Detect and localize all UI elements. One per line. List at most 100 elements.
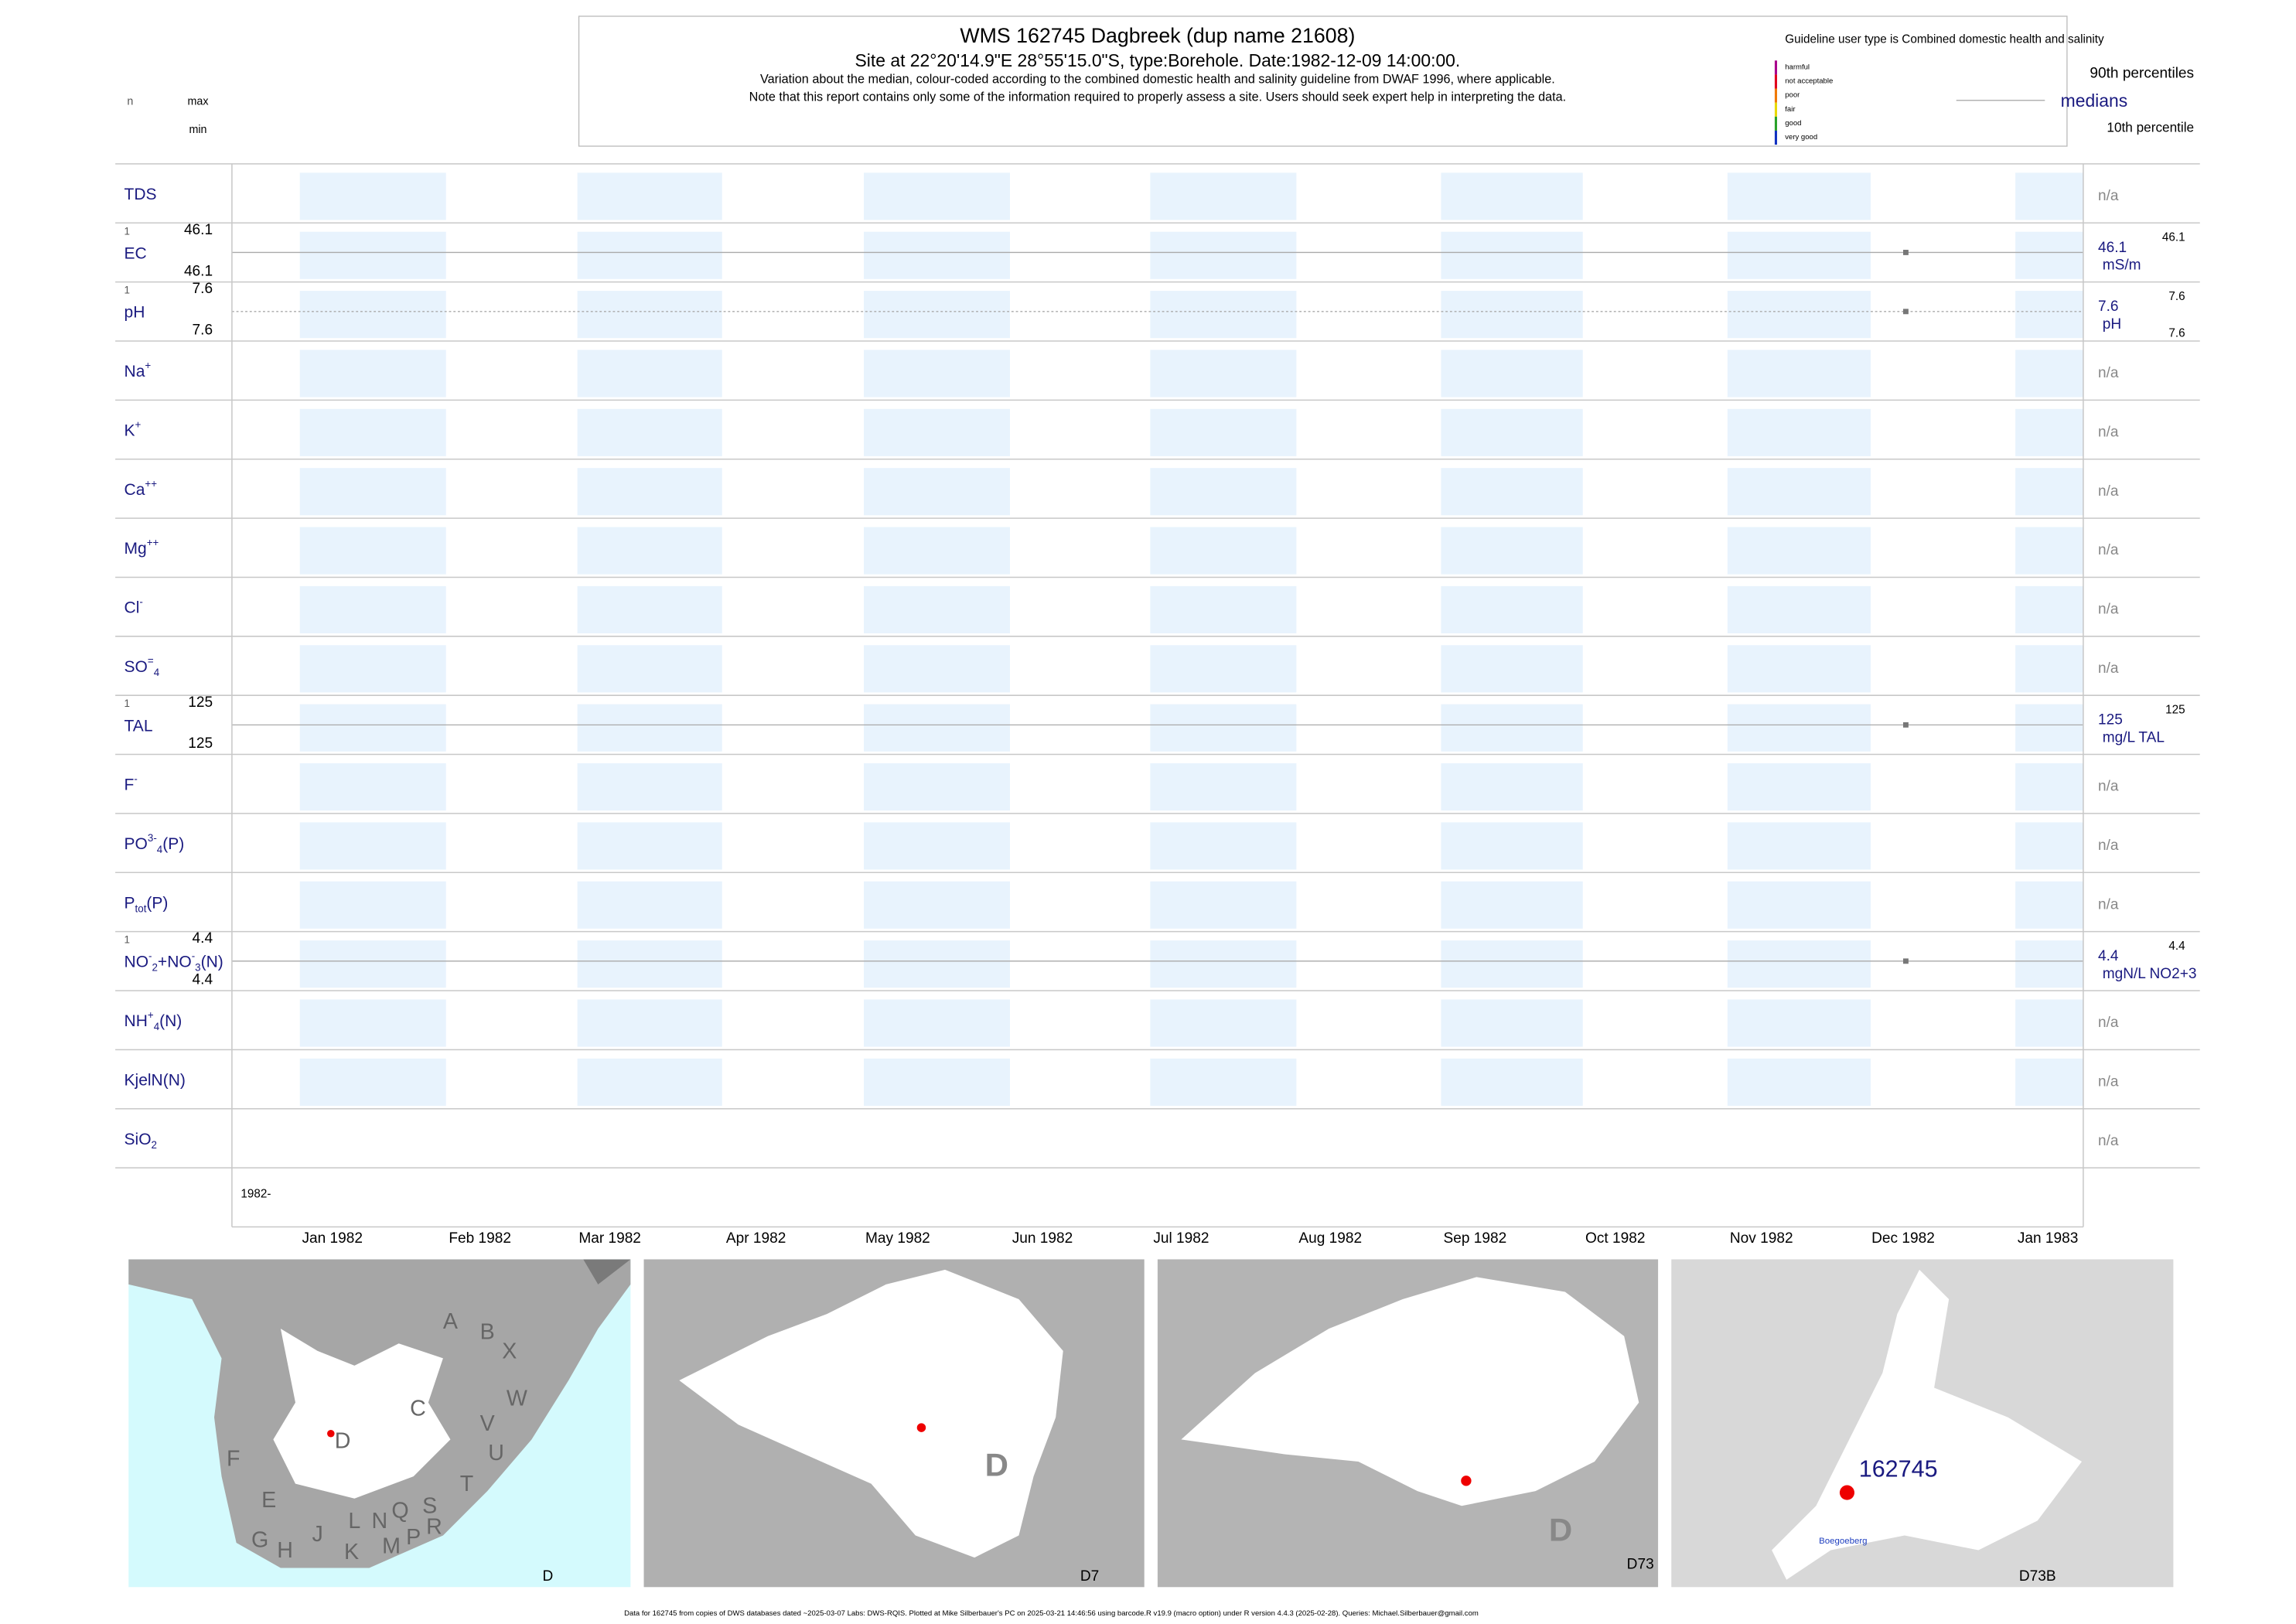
- map-code: D7: [1080, 1568, 1099, 1585]
- month-shade: [299, 468, 446, 516]
- not-available: n/a: [2098, 779, 2119, 795]
- month-shade: [2015, 408, 2083, 456]
- label-part: (N): [159, 1012, 182, 1030]
- month-shade: [577, 1058, 722, 1106]
- month-shade: [1727, 763, 1871, 811]
- not-available: n/a: [2098, 1015, 2119, 1031]
- corner-max: max: [187, 96, 208, 108]
- map-basin: [679, 1269, 1063, 1558]
- unit: pH: [2103, 316, 2121, 333]
- month-shade: [577, 527, 722, 575]
- map-code: D73B: [2019, 1568, 2056, 1585]
- month-shade: [299, 645, 446, 693]
- label-part: EC: [125, 244, 147, 262]
- month-label: Apr 1982: [726, 1230, 786, 1247]
- map-label: S: [422, 1494, 437, 1519]
- map-label: Q: [391, 1498, 408, 1523]
- parameter-label: SO=4: [125, 655, 160, 678]
- not-available: n/a: [2098, 424, 2119, 440]
- label-part: Cl: [125, 599, 140, 616]
- label-part: KjelN(N): [125, 1071, 186, 1089]
- maps: D D7 D73 D73B A BXW C D VU F T E SQR L N J G H K M P D D 162745…: [128, 1259, 2174, 1588]
- label-part: +: [135, 418, 142, 430]
- month-shade: [1441, 881, 1583, 929]
- month-shade: [577, 231, 722, 279]
- upper-value: 4.4: [2168, 940, 2185, 953]
- month-shade: [864, 704, 1010, 752]
- legend-swatch: [1774, 130, 1777, 145]
- map-basin: [273, 1329, 451, 1499]
- month-shade: [1150, 822, 1297, 870]
- count: 1: [125, 698, 130, 709]
- label-part: -: [134, 773, 137, 785]
- label-part: tot: [135, 902, 147, 914]
- month-shade: [2015, 704, 2083, 752]
- legend-class: harmful: [1785, 63, 1810, 71]
- map-label: D: [1549, 1512, 1572, 1548]
- month-label: Aug 1982: [1298, 1230, 1362, 1247]
- month-shade: [2015, 999, 2083, 1047]
- month-shade: [1727, 468, 1871, 516]
- month-shade: [864, 527, 1010, 575]
- footer: Data for 162745 from copies of DWS datab…: [624, 1609, 1479, 1618]
- month-label: Nov 1982: [1730, 1230, 1793, 1247]
- legend-swatch: [1774, 60, 1777, 75]
- map-label: H: [277, 1538, 293, 1563]
- month-shade: [864, 763, 1010, 811]
- month-shade: [1441, 585, 1583, 633]
- month-shade: [577, 350, 722, 397]
- label-part: SiO: [125, 1130, 152, 1148]
- row-max: 46.1: [184, 222, 213, 238]
- label-part: -: [148, 950, 152, 962]
- month-shade: [1727, 350, 1871, 397]
- month-shade: [1150, 999, 1297, 1047]
- label-part: +NO: [158, 953, 192, 971]
- month-shade: [1441, 172, 1583, 220]
- label-part: SO: [125, 657, 148, 675]
- month-shade: [577, 172, 722, 220]
- legend-class: good: [1785, 119, 1801, 128]
- month-shade: [1727, 822, 1871, 870]
- label-part: 2: [152, 1139, 157, 1151]
- month-shade: [864, 1058, 1010, 1106]
- month-shade: [1727, 172, 1871, 220]
- month-shade: [577, 881, 722, 929]
- month-shade: [577, 291, 722, 339]
- label-part: 3: [195, 962, 200, 974]
- legend-class: poor: [1785, 91, 1800, 100]
- month-shade: [1727, 881, 1871, 929]
- month-shade: [1441, 291, 1583, 339]
- month-shade: [1441, 231, 1583, 279]
- month-shade: [1441, 645, 1583, 693]
- month-shade: [2015, 350, 2083, 397]
- month-label: Jan 1983: [2018, 1230, 2079, 1247]
- parameter-label: Cl-: [125, 596, 143, 617]
- not-available: n/a: [2098, 188, 2119, 204]
- month-shade: [577, 999, 722, 1047]
- unit: mg/L TAL: [2103, 730, 2165, 746]
- guideline: Guideline user type is Combined domestic…: [1785, 33, 2104, 46]
- parameter-label: NH+4(N): [125, 1009, 183, 1032]
- row-max: 4.4: [193, 930, 213, 947]
- legend-swatch: [1774, 116, 1777, 131]
- month-shade: [2015, 527, 2083, 575]
- month-shade: [577, 704, 722, 752]
- month-shade: [1150, 1058, 1297, 1106]
- map-code: D: [543, 1568, 554, 1585]
- month-shade: [1150, 172, 1297, 220]
- month-shade: [1150, 350, 1297, 397]
- row-min: 125: [188, 735, 213, 752]
- subtitle: Site at 22°20'14.9"E 28°55'15.0"S, type:…: [855, 50, 1461, 70]
- label-part: K: [125, 421, 135, 439]
- month-shade: [2015, 1058, 2083, 1106]
- not-available: n/a: [2098, 542, 2119, 558]
- count: 1: [125, 934, 130, 946]
- month-shade: [577, 763, 722, 811]
- map-label: X: [502, 1339, 517, 1363]
- map-label: U: [488, 1441, 504, 1465]
- parameter-label: TAL: [125, 717, 153, 735]
- parameter-label: Mg++: [125, 537, 159, 558]
- parameter-label: Na+: [125, 360, 152, 380]
- map-basin: [1181, 1277, 1639, 1506]
